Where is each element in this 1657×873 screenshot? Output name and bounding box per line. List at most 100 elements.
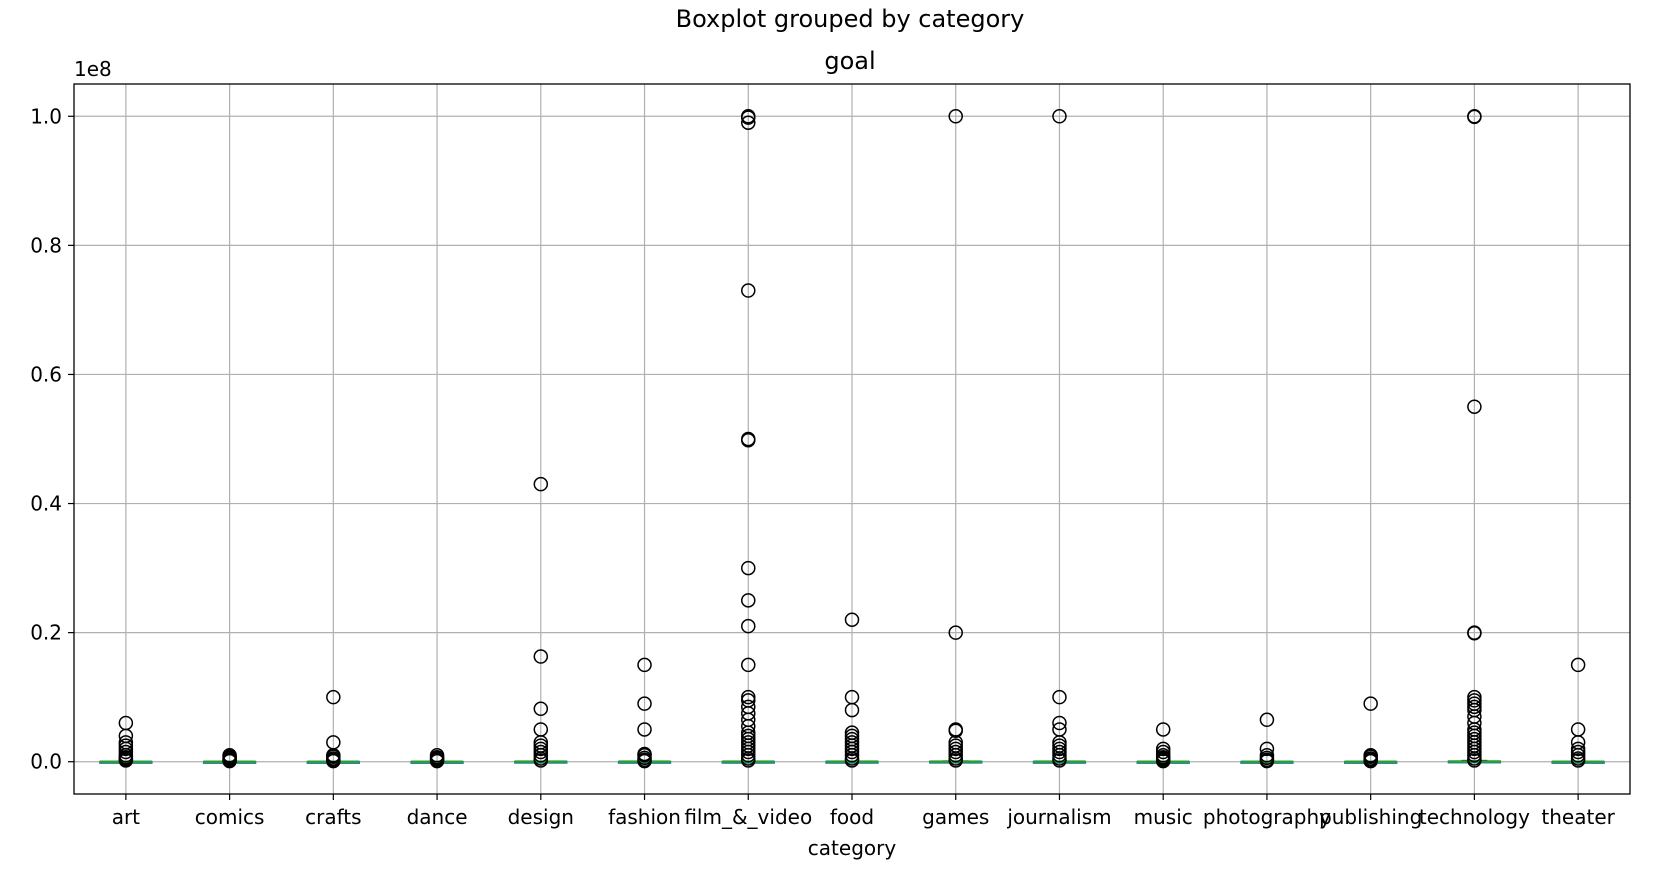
outlier-point bbox=[844, 702, 860, 718]
outlier-point bbox=[637, 696, 652, 711]
outlier-point bbox=[1570, 741, 1586, 757]
x-tick-label: technology bbox=[1419, 805, 1530, 829]
x-tick-label: film_&_video bbox=[684, 805, 812, 829]
box-group-design bbox=[514, 476, 568, 768]
x-tick-label: photography bbox=[1203, 805, 1331, 829]
y-tick-label: 0.8 bbox=[30, 233, 62, 257]
outlier-point bbox=[1467, 748, 1482, 763]
y-tick-label: 0.2 bbox=[30, 621, 62, 645]
outlier-point bbox=[533, 744, 549, 760]
outlier-point bbox=[1052, 109, 1067, 124]
outlier-point bbox=[844, 612, 860, 627]
x-tick-label: publishing bbox=[1319, 805, 1422, 829]
outlier-point bbox=[118, 753, 134, 768]
outlier-point bbox=[948, 625, 963, 640]
outlier-point bbox=[948, 753, 963, 768]
outlier-point bbox=[637, 722, 652, 737]
box-group-food bbox=[825, 612, 879, 768]
x-tick-label: art bbox=[112, 805, 140, 829]
outlier-point bbox=[533, 476, 549, 492]
outlier-point bbox=[1155, 753, 1171, 769]
chart-title: goal bbox=[824, 47, 875, 75]
outlier-point bbox=[741, 657, 756, 673]
outlier-point bbox=[118, 744, 134, 760]
box-group-music bbox=[1136, 722, 1190, 769]
outlier-point bbox=[326, 689, 341, 705]
outlier-point bbox=[1052, 715, 1067, 731]
outlier-point bbox=[637, 657, 652, 673]
outlier-point bbox=[1052, 741, 1067, 757]
outlier-point bbox=[1155, 744, 1171, 760]
box-group-journalism bbox=[1032, 109, 1087, 768]
outlier-point bbox=[948, 723, 963, 738]
box-group-publishing bbox=[1343, 696, 1398, 769]
x-tick-label: fashion bbox=[608, 805, 681, 829]
outlier-point bbox=[1155, 722, 1171, 737]
outlier-point bbox=[741, 618, 756, 634]
outlier-point bbox=[533, 748, 549, 763]
outlier-point bbox=[1467, 693, 1482, 708]
outlier-point bbox=[637, 753, 652, 769]
outlier-point bbox=[1363, 696, 1378, 711]
outlier-point bbox=[948, 748, 963, 763]
y-tick-label: 0.0 bbox=[30, 750, 62, 774]
outlier-point bbox=[533, 741, 549, 757]
outlier-point bbox=[1259, 712, 1275, 728]
x-tick-label: comics bbox=[195, 805, 265, 829]
outlier-point bbox=[1052, 744, 1067, 760]
box-group-games bbox=[929, 109, 983, 768]
y-tick-label: 0.6 bbox=[30, 362, 62, 386]
outlier-point bbox=[1363, 753, 1378, 769]
outlier-point bbox=[1570, 744, 1586, 760]
outlier-point bbox=[533, 649, 549, 664]
outlier-point bbox=[844, 753, 860, 768]
grid-layer bbox=[74, 84, 1630, 794]
box-group-photography bbox=[1240, 712, 1294, 769]
x-tick-label: dance bbox=[407, 805, 468, 829]
y-tick-label: 0.4 bbox=[30, 492, 62, 516]
box-group-crafts bbox=[306, 689, 361, 769]
outlier-point bbox=[844, 741, 860, 757]
outlier-point bbox=[1467, 109, 1482, 125]
outlier-point bbox=[1467, 744, 1482, 760]
y-offset-label: 1e8 bbox=[74, 57, 112, 81]
x-axis-label: category bbox=[808, 836, 897, 860]
outlier-point bbox=[1467, 626, 1482, 641]
x-tick-label: games bbox=[922, 805, 989, 829]
x-tick-label: music bbox=[1134, 805, 1193, 829]
outlier-point bbox=[1259, 753, 1275, 769]
outlier-point bbox=[1052, 753, 1067, 768]
outlier-point bbox=[741, 689, 756, 705]
outlier-point bbox=[948, 741, 963, 757]
outlier-point bbox=[533, 753, 549, 768]
outlier-point bbox=[741, 115, 756, 130]
outlier-point bbox=[326, 753, 341, 769]
outlier-point bbox=[1570, 748, 1586, 763]
x-tick-label: theater bbox=[1541, 805, 1615, 829]
outlier-point bbox=[1467, 399, 1482, 414]
outlier-point bbox=[1052, 689, 1067, 705]
outlier-point bbox=[118, 741, 134, 757]
outlier-point bbox=[844, 748, 860, 763]
outlier-point bbox=[741, 593, 756, 608]
outlier-point bbox=[741, 283, 756, 298]
outlier-point bbox=[1052, 748, 1067, 763]
outlier-point bbox=[533, 701, 549, 717]
outlier-point bbox=[741, 753, 756, 768]
outlier-point bbox=[741, 433, 756, 448]
x-tick-label: design bbox=[508, 805, 574, 829]
axis-layer: 0.0 0.2 0.4 0.6 0.8 1.0 art comics crafts dance de… bbox=[30, 104, 1615, 829]
box-group-dance bbox=[410, 748, 464, 769]
box-group-film-video bbox=[721, 109, 775, 768]
outlier-point bbox=[429, 753, 445, 769]
outlier-point bbox=[741, 110, 756, 125]
box-group-fashion bbox=[617, 657, 672, 769]
box-group-technology bbox=[1447, 109, 1502, 768]
outlier-point bbox=[1467, 753, 1482, 768]
outlier-point bbox=[948, 744, 963, 760]
outlier-point bbox=[1570, 657, 1586, 673]
box-group-theater bbox=[1551, 657, 1605, 768]
box-group-comics bbox=[202, 748, 257, 769]
outlier-point bbox=[741, 560, 756, 576]
outlier-point bbox=[1467, 741, 1482, 757]
